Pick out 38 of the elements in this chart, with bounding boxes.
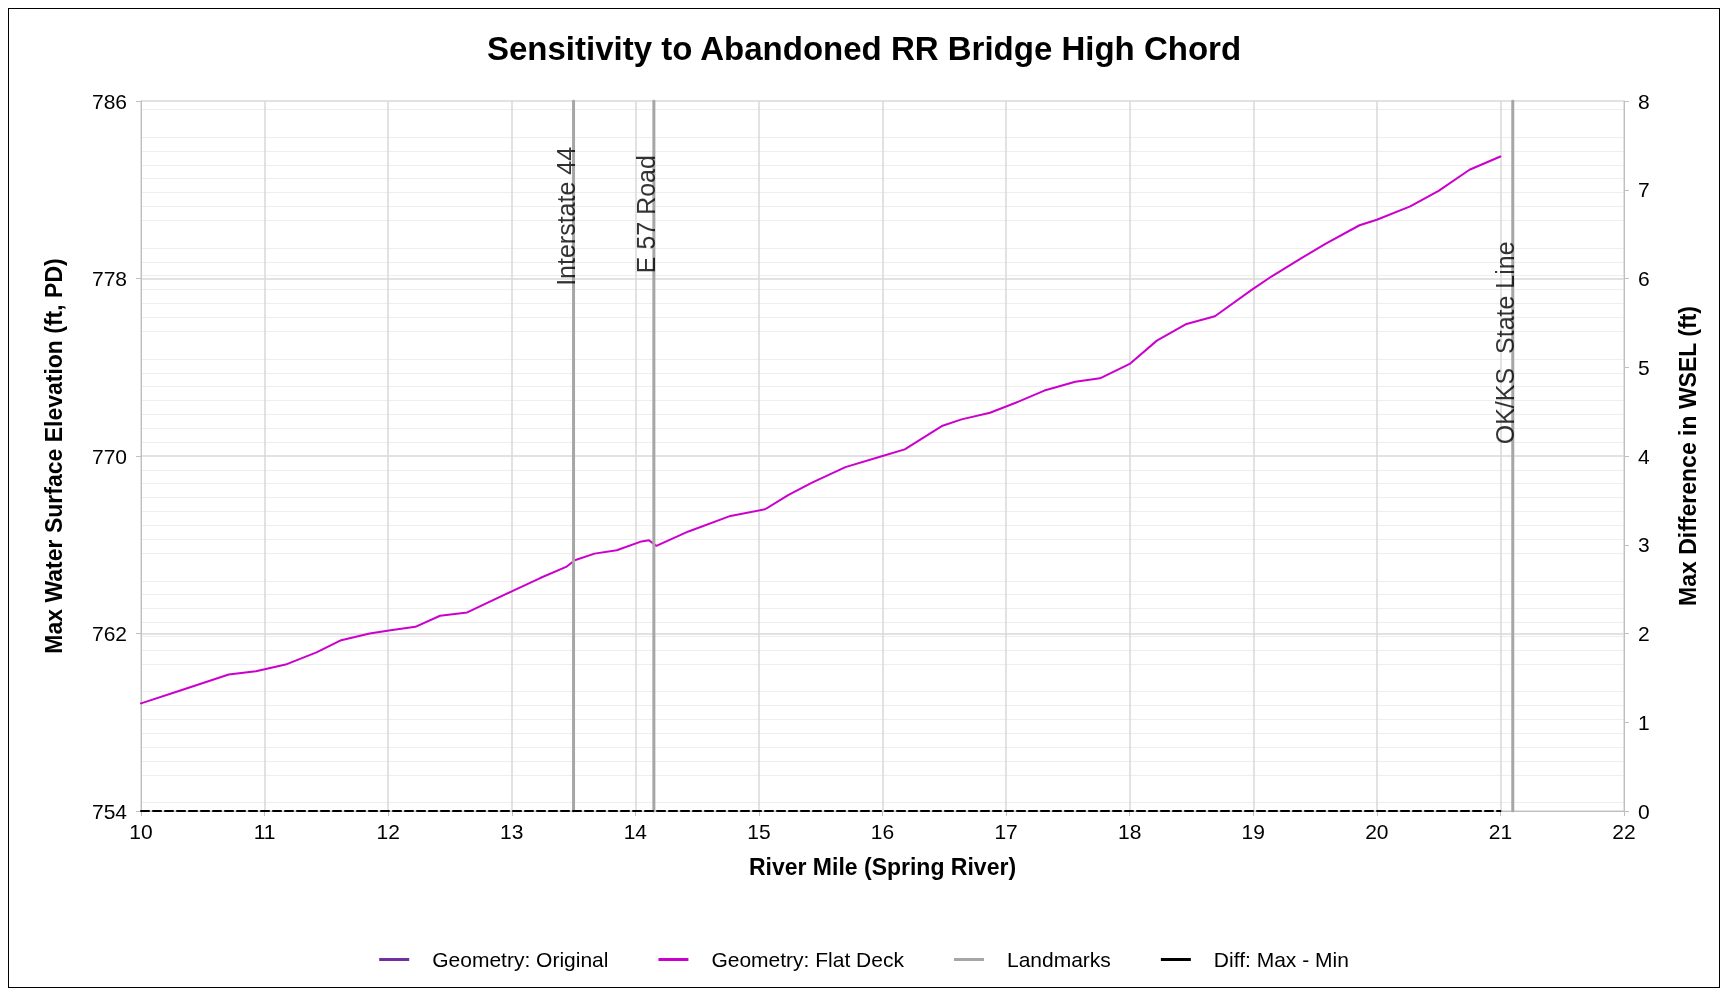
y2-tick-label: 4 (1638, 444, 1650, 468)
legend-label: Geometry: Flat Deck (711, 948, 905, 971)
x-tick-label: 22 (1612, 820, 1636, 843)
annotation: Interstate 44 (551, 146, 580, 286)
y2-tick-label: 6 (1638, 267, 1650, 290)
legend-label: Diff: Max - Min (1213, 948, 1349, 971)
y2-tick-label: 2 (1638, 622, 1650, 645)
y2-tick-label: 3 (1638, 533, 1650, 557)
x-tick-label: 12 (376, 820, 400, 843)
y2-tick-label: 7 (1638, 178, 1650, 202)
annotation: E 57 Road (631, 155, 660, 274)
y-axis-title: Max Water Surface Elevation (ft, PD) (40, 258, 67, 654)
x-axis-title: River Mile (Spring River) (748, 853, 1017, 880)
y-tick-label: 754 (91, 799, 128, 823)
x-tick-label: 20 (1365, 820, 1389, 843)
x-tick-label: 21 (1488, 820, 1513, 843)
x-tick-label: 14 (623, 820, 648, 843)
y-tick-label: 762 (91, 622, 127, 645)
x-tick-label: 10 (129, 820, 153, 843)
x-tick-label: 17 (994, 820, 1018, 843)
annotation: OK/KS State Line (1490, 241, 1519, 445)
chart-title: Sensitivity to Abandoned RR Bridge High Chord (486, 30, 1242, 67)
y2-axis-title: Max Difference in WSEL (ft) (1674, 306, 1701, 606)
y2-tick-label: 1 (1638, 710, 1650, 734)
legend-label: Landmarks (1006, 948, 1111, 971)
x-tick-label: 18 (1117, 820, 1142, 843)
y2-tick-label: 5 (1638, 355, 1650, 379)
y2-tick-label: 0 (1638, 799, 1650, 823)
y-tick-label: 786 (91, 89, 127, 113)
legend-label: Geometry: Original (432, 948, 609, 971)
x-tick-label: 15 (747, 820, 771, 843)
y-tick-label: 770 (91, 444, 127, 468)
y2-tick-label: 8 (1638, 89, 1650, 113)
y-tick-label: 778 (91, 267, 127, 290)
x-tick-label: 11 (253, 820, 276, 843)
x-tick-label: 13 (500, 820, 524, 843)
x-tick-label: 16 (870, 820, 895, 843)
x-tick-label: 19 (1241, 820, 1265, 843)
